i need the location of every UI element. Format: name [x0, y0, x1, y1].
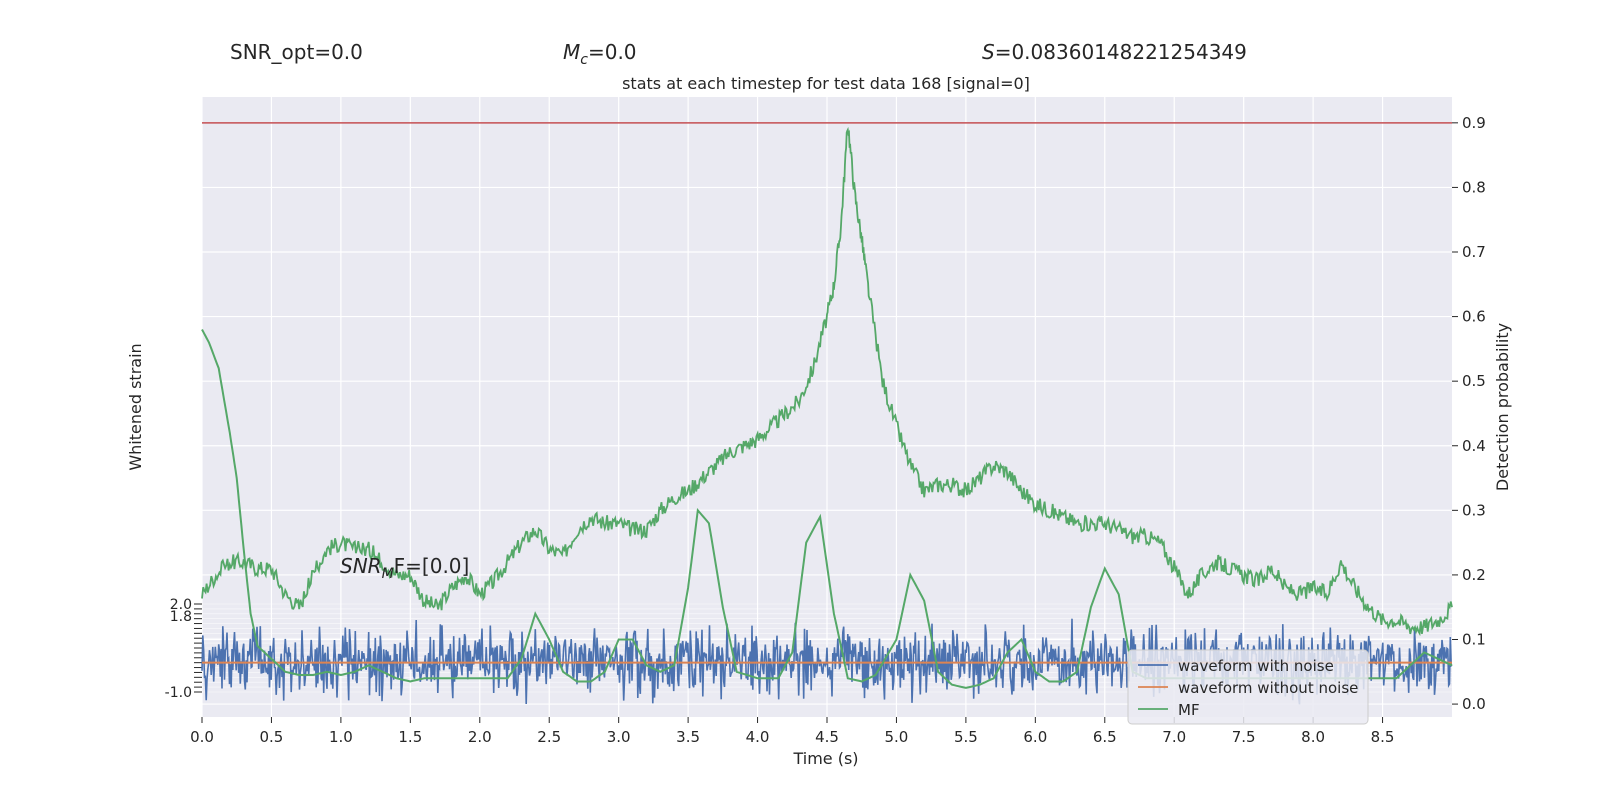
- x-axis-label: Time (s): [792, 749, 858, 768]
- mf-smooth-line: [201, 329, 1453, 689]
- x-tick-label: 7.0: [1162, 728, 1186, 746]
- x-tick-label: 3.5: [676, 728, 700, 746]
- legend-box: [1127, 649, 1369, 725]
- snr-mf-symbol: SNR: [340, 554, 382, 578]
- legend-label-noise: waveform with noise: [1178, 657, 1334, 675]
- mf-noisy-line: [201, 126, 1453, 637]
- x-tick-label: 0.5: [260, 728, 284, 746]
- right-tick-label: 0.1: [1462, 631, 1486, 649]
- left-tick-label: 1.8: [170, 609, 192, 625]
- x-tick-label: 2.5: [537, 728, 561, 746]
- x-tick-label: 0.0: [190, 728, 214, 746]
- right-axis-ticks: 0.0 0.1 0.2 0.3 0.4 0.5 0.6 0.7 0.8 0.9: [1452, 114, 1486, 713]
- chirp-mass-label: Mc=0.0: [563, 40, 637, 68]
- chart-title: stats at each timestep for test data 168…: [622, 74, 1030, 93]
- s-stat-value: =0.08360148221254349: [995, 40, 1247, 64]
- mf-series: [201, 126, 1453, 689]
- chirp-mass-value: =0.0: [588, 40, 637, 64]
- x-tick-label: 6.0: [1023, 728, 1047, 746]
- right-tick-label: 0.6: [1462, 308, 1486, 326]
- right-axis-label: Detection probability: [1493, 323, 1512, 491]
- right-tick-label: 0.8: [1462, 178, 1486, 196]
- right-tick-label: 0.7: [1462, 243, 1486, 261]
- x-tick-label: 3.0: [607, 728, 631, 746]
- x-tick-label: 2.0: [468, 728, 492, 746]
- x-tick-label: 1.5: [398, 728, 422, 746]
- right-tick-label: 0.9: [1462, 114, 1486, 132]
- left-tick-label: 2.0: [170, 597, 192, 613]
- left-axis-ticks: 2.01.8 -1.0: [165, 597, 202, 701]
- x-tick-label: 5.5: [954, 728, 978, 746]
- snr-mf-rest: F=[0.0]: [394, 554, 470, 578]
- x-tick-label: 8.5: [1371, 728, 1395, 746]
- snr-mf-subscript: M: [382, 566, 394, 582]
- chirp-mass-subscript: c: [580, 52, 588, 68]
- chirp-mass-symbol: M: [563, 40, 580, 64]
- legend-label-clean: waveform without noise: [1178, 679, 1358, 697]
- s-stat-symbol: S: [982, 40, 995, 64]
- left-axis-label: Whitened strain: [126, 343, 145, 470]
- snr-mf-annotation: SNRMF=[0.0]: [340, 554, 469, 582]
- x-tick-label: 1.0: [329, 728, 353, 746]
- grid: [201, 97, 1452, 717]
- left-tick-label: -1.0: [165, 685, 192, 701]
- right-tick-label: 0.4: [1462, 437, 1486, 455]
- right-tick-label: 0.2: [1462, 566, 1486, 584]
- x-tick-label: 4.0: [746, 728, 770, 746]
- right-tick-label: 0.0: [1462, 695, 1486, 713]
- x-tick-label: 7.5: [1232, 728, 1256, 746]
- right-tick-label: 0.5: [1462, 372, 1486, 390]
- x-tick-label: 8.0: [1301, 728, 1325, 746]
- legend: waveform with noise waveform without noi…: [1127, 649, 1369, 725]
- s-stat-label: S=0.08360148221254349: [982, 40, 1247, 64]
- x-tick-label: 4.5: [815, 728, 839, 746]
- x-tick-label: 5.0: [885, 728, 909, 746]
- right-tick-label: 0.3: [1462, 501, 1486, 519]
- snr-opt-label: SNR_opt=0.0: [230, 40, 363, 64]
- legend-label-mf: MF: [1178, 701, 1200, 719]
- x-tick-label: 6.5: [1093, 728, 1117, 746]
